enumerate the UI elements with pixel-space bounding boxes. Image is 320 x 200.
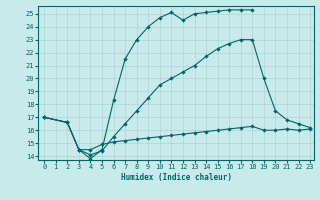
X-axis label: Humidex (Indice chaleur): Humidex (Indice chaleur) <box>121 173 231 182</box>
